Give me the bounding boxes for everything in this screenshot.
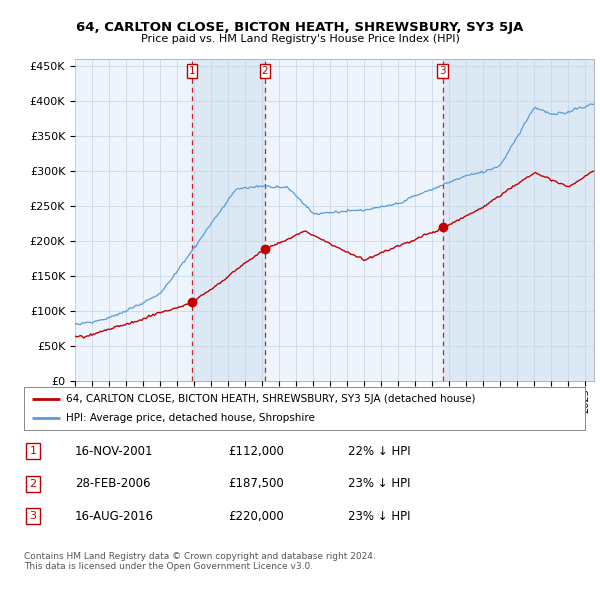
Text: 23% ↓ HPI: 23% ↓ HPI	[348, 477, 410, 490]
Text: 2: 2	[29, 479, 37, 489]
Text: £220,000: £220,000	[228, 510, 284, 523]
Text: 22% ↓ HPI: 22% ↓ HPI	[348, 445, 410, 458]
Bar	[443, 59, 594, 381]
Text: Price paid vs. HM Land Registry's House Price Index (HPI): Price paid vs. HM Land Registry's House …	[140, 34, 460, 44]
Text: 23% ↓ HPI: 23% ↓ HPI	[348, 510, 410, 523]
Text: 3: 3	[29, 512, 37, 521]
Text: 1: 1	[29, 447, 37, 456]
Text: 64, CARLTON CLOSE, BICTON HEATH, SHREWSBURY, SY3 5JA: 64, CARLTON CLOSE, BICTON HEATH, SHREWSB…	[76, 21, 524, 34]
Text: 1: 1	[189, 66, 196, 76]
Text: 16-NOV-2001: 16-NOV-2001	[75, 445, 154, 458]
Text: 64, CARLTON CLOSE, BICTON HEATH, SHREWSBURY, SY3 5JA (detached house): 64, CARLTON CLOSE, BICTON HEATH, SHREWSB…	[66, 394, 476, 404]
Text: 28-FEB-2006: 28-FEB-2006	[75, 477, 151, 490]
Text: 16-AUG-2016: 16-AUG-2016	[75, 510, 154, 523]
Text: HPI: Average price, detached house, Shropshire: HPI: Average price, detached house, Shro…	[66, 413, 315, 423]
Text: 2: 2	[262, 66, 268, 76]
Text: 3: 3	[440, 66, 446, 76]
Text: £187,500: £187,500	[228, 477, 284, 490]
Text: Contains HM Land Registry data © Crown copyright and database right 2024.
This d: Contains HM Land Registry data © Crown c…	[24, 552, 376, 571]
Text: £112,000: £112,000	[228, 445, 284, 458]
Bar	[192, 59, 265, 381]
